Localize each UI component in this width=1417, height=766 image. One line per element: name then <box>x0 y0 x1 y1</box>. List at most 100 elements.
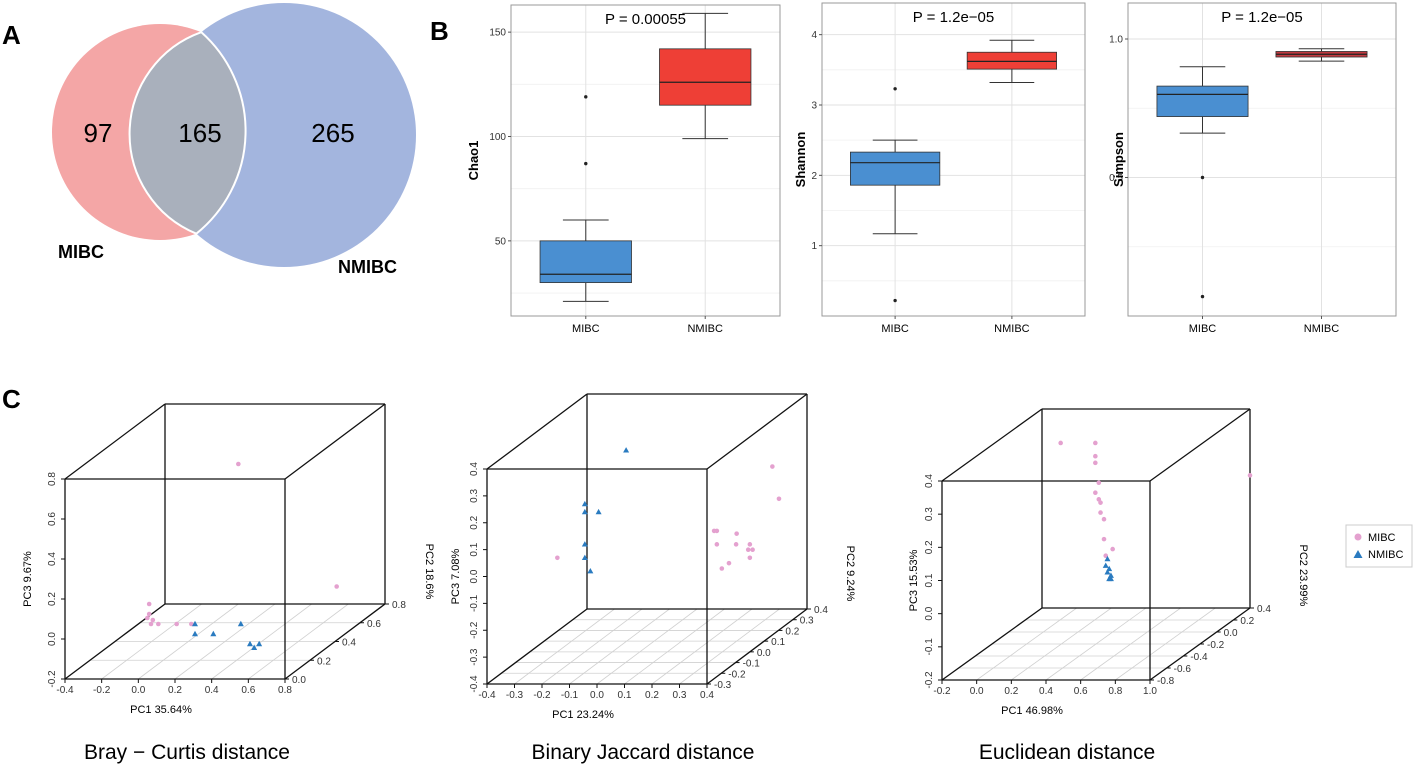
point-mibc <box>1101 516 1107 522</box>
x-axis-title: PC1 46.98% <box>1001 705 1063 717</box>
point-mibc <box>148 621 154 627</box>
x-tick-label: 1.0 <box>1143 686 1157 697</box>
box-mibc <box>1156 85 1249 117</box>
point-mibc <box>747 542 753 547</box>
z-axis-title: PC3 7.08% <box>450 548 462 604</box>
cube-edge <box>1149 408 1251 482</box>
box-mibc <box>539 240 632 284</box>
pcoa-title-binary-jaccard: Binary Jaccard distance <box>532 741 755 764</box>
venn-count-mibc-only: 97 <box>84 118 113 148</box>
legend-marker-nmibc <box>1353 550 1363 558</box>
z-tick-label: 0.0 <box>469 569 480 583</box>
box-nmibc <box>659 48 752 106</box>
panel-label-b: B <box>430 16 449 46</box>
x-tick-label: 0.2 <box>645 690 659 701</box>
point-nmibc <box>247 640 253 647</box>
y-tick-label: -0.2 <box>728 669 746 680</box>
point-nmibc <box>210 630 217 637</box>
floor-gridline <box>624 608 725 685</box>
cube-edge <box>706 608 808 685</box>
x-tick-label: 0.0 <box>131 685 145 696</box>
box-nmibc <box>966 51 1057 70</box>
point-mibc <box>156 621 161 627</box>
y-tick-label: -0.1 <box>743 659 761 670</box>
x-tick-label: 0.0 <box>970 686 984 697</box>
point-mibc <box>150 617 156 623</box>
y-tick-label: 2 <box>811 171 817 182</box>
x-tick-label: -0.1 <box>561 690 579 701</box>
floor-gridline <box>651 608 753 685</box>
cube-edge <box>486 393 588 470</box>
z-tick-label: -0.3 <box>469 648 480 666</box>
point-nmibc <box>192 620 198 627</box>
outlier-point <box>584 161 588 166</box>
point-nmibc <box>237 620 244 627</box>
z-tick-label: -0.2 <box>469 621 480 639</box>
floor-gridline <box>679 608 780 685</box>
y-axis-title: Chao1 <box>466 141 481 181</box>
venn-count-shared: 165 <box>178 118 221 148</box>
venn-diagram: 97 165 265 MIBC NMIBC <box>52 3 416 277</box>
point-mibc <box>747 555 753 561</box>
z-axis-title: PC3 9.67% <box>22 551 34 607</box>
x-tick-label: 0.4 <box>205 685 219 696</box>
z-tick-label: -0.1 <box>469 594 480 612</box>
z-tick-label: 0.2 <box>469 515 480 529</box>
y-tick-label: 0.3 <box>800 616 814 627</box>
pcoa-bray-curtis: -0.4 -0.2 0.0 0.2 0.4 0.6 0.80.00.20.40.60.8-0… <box>22 403 435 716</box>
point-mibc <box>1093 453 1098 459</box>
point-mibc <box>1103 553 1109 559</box>
z-tick-label: 0.4 <box>924 474 935 488</box>
floor-gridline <box>514 608 615 685</box>
x-tick-label: 0.8 <box>278 685 292 696</box>
x-tick-label: -0.3 <box>506 690 524 701</box>
cube-edge <box>941 408 1043 482</box>
x-tick-label: 0.4 <box>1039 686 1053 697</box>
x-tick-label: 0.8 <box>1108 686 1122 697</box>
y-tick-label: 50 <box>495 236 507 247</box>
point-mibc <box>770 464 775 469</box>
x-axis-title: PC1 35.64% <box>130 704 192 716</box>
x-tick-label: 0.3 <box>673 690 687 701</box>
point-nmibc <box>587 568 594 574</box>
x-tick-label: 0.6 <box>241 685 255 696</box>
y-tick-label: 1.0 <box>1109 35 1123 46</box>
z-tick-label: 0.0 <box>924 606 935 620</box>
cube-edge <box>706 393 808 470</box>
y-tick-label: 0.6 <box>367 619 381 630</box>
z-tick-label: -0.2 <box>47 670 58 688</box>
venn-label-mibc: MIBC <box>58 242 104 262</box>
x-tick-label: NMIBC <box>994 323 1030 335</box>
plot-border <box>510 4 781 317</box>
floor-gridline <box>541 608 643 685</box>
y-tick-label: -0.4 <box>1190 652 1208 663</box>
z-tick-label: 0.1 <box>469 542 480 556</box>
plot-border <box>821 2 1086 317</box>
point-nmibc <box>192 630 198 637</box>
plot-border <box>1127 2 1397 317</box>
outlier-point <box>893 87 897 91</box>
point-mibc <box>1093 460 1098 466</box>
point-mibc <box>733 542 739 547</box>
y-tick-label: -0.2 <box>1207 640 1225 651</box>
point-nmibc <box>581 554 588 560</box>
cube-edge <box>941 607 1043 681</box>
z-tick-label: 0.6 <box>47 512 58 526</box>
point-nmibc <box>1104 555 1111 562</box>
x-tick-label: 0.1 <box>618 690 632 701</box>
floor-gridline <box>596 608 698 685</box>
y-tick-label: 0.0 <box>757 648 771 659</box>
point-mibc <box>776 496 782 502</box>
point-nmibc <box>1104 569 1111 575</box>
y-tick-label: -0.3 <box>714 680 732 691</box>
y-tick-label: 3 <box>811 100 817 111</box>
point-mibc <box>146 601 152 607</box>
y-tick-label: 0.8 <box>392 600 406 611</box>
p-value-label: P = 1.2e−05 <box>1221 9 1302 26</box>
point-mibc <box>719 566 725 571</box>
outlier-point <box>893 298 897 303</box>
point-mibc <box>555 555 560 561</box>
point-nmibc <box>1107 575 1114 582</box>
point-mibc <box>174 621 179 627</box>
z-tick-label: 0.2 <box>924 540 935 554</box>
